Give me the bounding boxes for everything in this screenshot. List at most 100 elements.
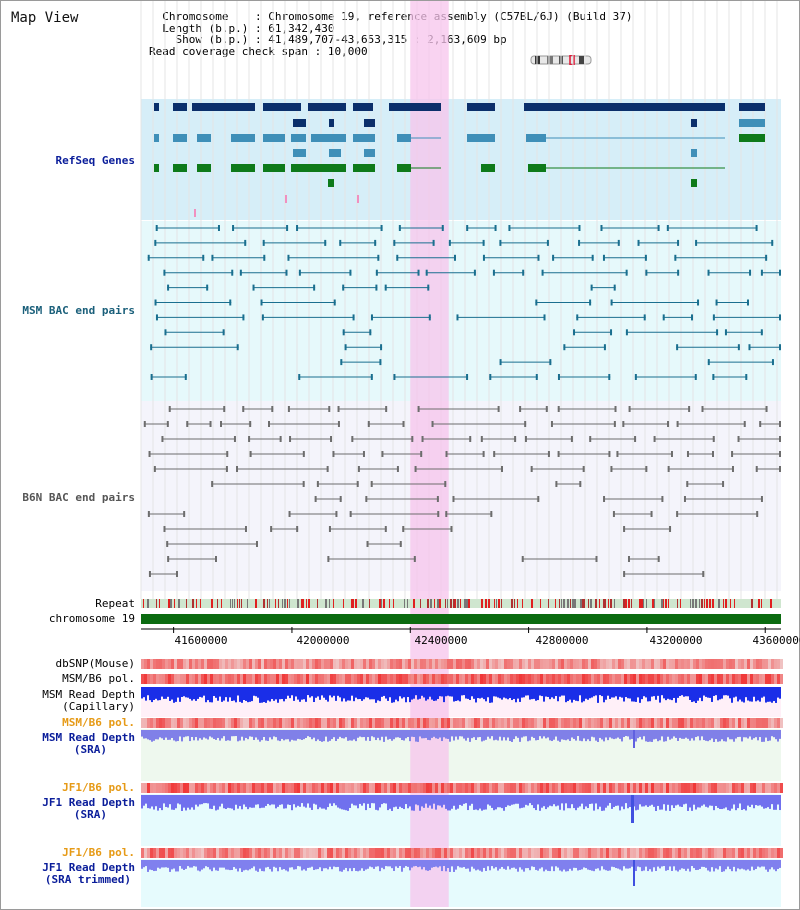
repeat-mark — [289, 599, 290, 608]
depth-bar — [621, 860, 623, 871]
depth-bar — [577, 687, 579, 702]
heat-cell — [744, 659, 747, 669]
bac-end — [351, 436, 354, 442]
heat-cell — [318, 783, 321, 793]
heat-cell — [600, 848, 603, 858]
bac-end — [214, 556, 217, 562]
depth-bar — [275, 730, 277, 738]
depth-bar — [641, 687, 643, 700]
heat-cell — [756, 718, 759, 728]
depth-bar — [141, 860, 143, 869]
heat-cell — [294, 848, 297, 858]
heat-cell — [465, 659, 468, 669]
heat-cell — [147, 718, 150, 728]
depth-bar — [463, 730, 465, 739]
depth-bar — [573, 860, 575, 868]
depth-bar — [233, 730, 235, 737]
depth-bar — [661, 730, 663, 737]
depth-bar — [525, 860, 527, 869]
heat-cell — [477, 783, 480, 793]
heat-cell — [546, 674, 549, 684]
heat-cell — [330, 848, 333, 858]
repeat-mark — [663, 599, 664, 608]
heat-cell — [240, 783, 243, 793]
heat-cell — [423, 783, 426, 793]
depth-bar — [329, 730, 331, 741]
heat-cell — [624, 674, 627, 684]
bac-end — [578, 239, 581, 246]
depth-bar — [231, 860, 233, 871]
depth-bar — [499, 860, 501, 869]
depth-bar — [345, 795, 347, 811]
depth-bar — [771, 730, 773, 737]
depth-bar — [247, 730, 249, 740]
depth-bar — [405, 687, 407, 703]
depth-bar — [209, 795, 211, 809]
depth-bar — [229, 860, 231, 871]
bac-end — [296, 225, 299, 231]
depth-bar — [363, 795, 365, 804]
depth-bar — [335, 860, 337, 868]
depth-bar — [183, 687, 185, 697]
depth-bar — [291, 795, 293, 811]
heat-cell — [228, 674, 231, 684]
heat-cell — [408, 674, 411, 684]
heat-cell — [633, 718, 636, 728]
depth-bar — [379, 860, 381, 872]
heat-cell — [765, 718, 768, 728]
heat-cell — [759, 674, 762, 684]
depth-bar — [545, 860, 547, 870]
depth-bar — [297, 730, 299, 739]
depth-bar — [569, 730, 571, 741]
heat-cell — [603, 848, 606, 858]
heat-cell — [438, 674, 441, 684]
heat-cell — [651, 848, 654, 858]
repeat-mark — [468, 599, 470, 608]
heat-cell — [639, 848, 642, 858]
bac-end — [398, 225, 401, 231]
depth-bar — [249, 687, 251, 702]
heat-cell — [561, 674, 564, 684]
heat-cell — [723, 659, 726, 669]
heat-cell — [462, 659, 465, 669]
bac-end — [417, 269, 420, 276]
depth-bar — [275, 860, 277, 868]
heat-cell — [435, 783, 438, 793]
depth-bar — [369, 687, 371, 700]
depth-bar — [193, 687, 195, 700]
depth-bar — [443, 795, 445, 805]
depth-bar — [523, 860, 525, 872]
depth-bar — [141, 730, 143, 737]
heat-cell — [189, 718, 192, 728]
depth-bar — [677, 687, 679, 698]
heat-cell — [168, 718, 171, 728]
depth-bar — [497, 860, 499, 871]
repeat-mark — [393, 599, 394, 608]
heat-cell — [456, 674, 459, 684]
depth-bar — [649, 687, 651, 702]
gene-block — [311, 134, 346, 142]
depth-bar — [483, 860, 485, 868]
depth-bar — [321, 795, 323, 809]
heat-cell — [414, 783, 417, 793]
heat-cell — [714, 783, 717, 793]
heat-cell — [153, 783, 156, 793]
depth-bar — [723, 795, 725, 809]
depth-bar — [681, 860, 683, 869]
heat-cell — [210, 783, 213, 793]
heat-cell — [444, 659, 447, 669]
bac-end — [349, 511, 352, 517]
bac-end — [374, 239, 377, 246]
depth-bar — [583, 795, 585, 810]
depth-bar — [211, 860, 213, 872]
depth-bar — [629, 860, 631, 869]
depth-bar — [721, 730, 723, 740]
depth-bar — [295, 687, 297, 697]
heat-cell — [750, 718, 753, 728]
heat-cell — [477, 848, 480, 858]
heat-cell — [339, 783, 342, 793]
heat-cell — [432, 718, 435, 728]
depth-bar — [779, 730, 781, 739]
heat-cell — [777, 783, 780, 793]
